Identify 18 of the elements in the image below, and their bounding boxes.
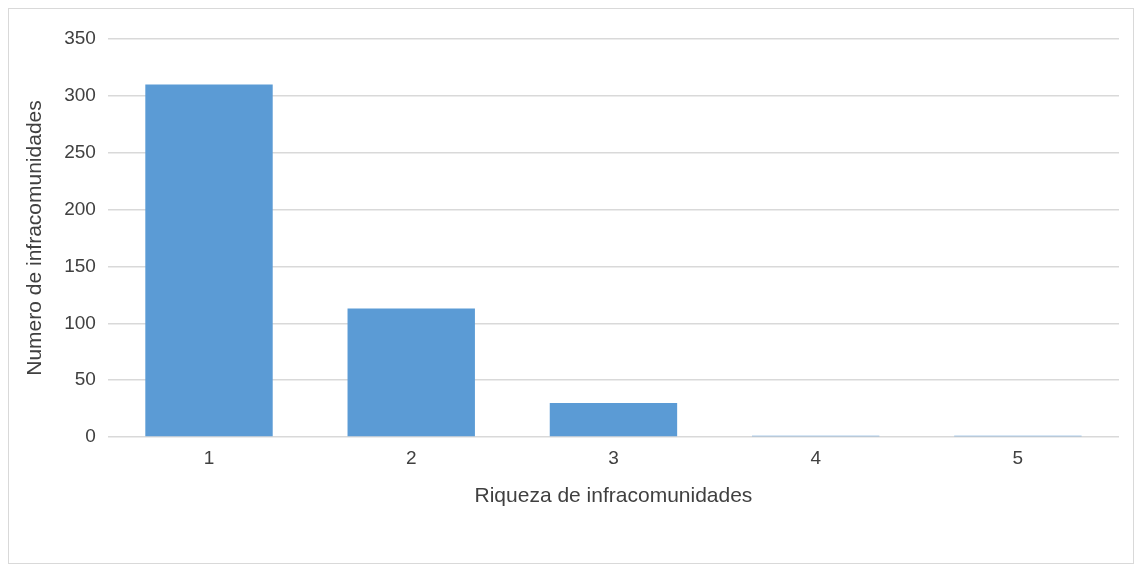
y-tick-label: 200 — [64, 197, 96, 219]
y-axis-title: Numero de infracomunidades — [22, 100, 46, 376]
y-tick-label: 350 — [64, 27, 96, 49]
x-tick-label: 2 — [405, 446, 417, 468]
y-tick-label: 100 — [64, 311, 96, 333]
y-tick-label: 50 — [74, 368, 96, 390]
bar — [347, 308, 475, 437]
y-tick-label: 0 — [85, 425, 96, 447]
bar — [549, 402, 678, 437]
x-axis-title: Riqueza de infracomunidades — [474, 483, 753, 507]
x-tick-label: 5 — [1012, 446, 1024, 468]
y-tick-label: 300 — [64, 84, 96, 106]
y-tick-label: 150 — [64, 254, 96, 276]
x-tick-label: 4 — [810, 446, 822, 468]
x-tick-label: 3 — [608, 446, 619, 468]
y-tick-label: 250 — [64, 140, 96, 162]
x-tick-label: 1 — [203, 446, 215, 468]
bar — [145, 84, 273, 437]
